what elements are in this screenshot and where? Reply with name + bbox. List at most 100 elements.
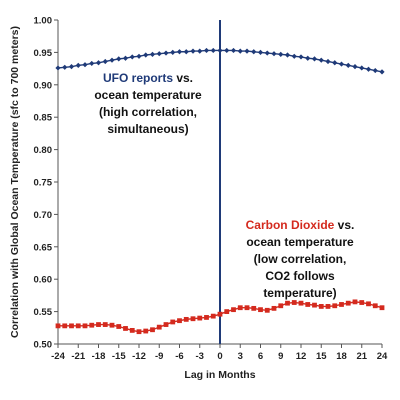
x-tick-label: -15 [112, 351, 126, 362]
data-point-co2 [298, 300, 304, 306]
data-point-ufo [284, 52, 291, 58]
data-point-co2 [345, 300, 351, 306]
annotation-line: (low correlation, [254, 252, 347, 266]
data-point-co2 [190, 316, 196, 322]
data-point-co2 [264, 307, 270, 313]
data-point-co2 [305, 302, 311, 307]
data-point-co2 [96, 322, 101, 327]
data-point-ufo [257, 49, 264, 55]
data-point-ufo [359, 65, 365, 71]
data-point-co2 [62, 323, 68, 329]
data-point-ufo [325, 58, 331, 65]
series-ufo [55, 47, 385, 75]
data-point-ufo [143, 52, 149, 58]
data-point-ufo [55, 65, 61, 71]
data-point-ufo [298, 54, 304, 60]
data-point-co2 [210, 313, 216, 319]
annotation-ufo: UFO reports vs. ocean temperature (high co… [94, 71, 202, 136]
y-tick-label: 0.50 [34, 340, 53, 351]
data-point-co2 [109, 322, 115, 328]
data-point-ufo [122, 55, 129, 61]
annotation-text: (high correlation, [99, 105, 197, 119]
annotation-text: ocean temperature [246, 235, 354, 249]
annotation-text: vs. [173, 71, 193, 85]
annotation-line: UFO reports vs. [103, 71, 193, 85]
data-point-co2 [291, 300, 297, 305]
data-point-ufo [190, 48, 196, 54]
annotation-text: UFO reports [103, 71, 173, 85]
data-point-ufo [224, 47, 230, 54]
data-point-ufo [379, 69, 385, 75]
data-point-co2 [224, 309, 230, 314]
data-point-co2 [69, 323, 74, 329]
x-tick-label: 3 [238, 351, 243, 362]
x-tick-label: 21 [356, 351, 367, 362]
data-point-co2 [339, 302, 344, 307]
series-co2 [55, 299, 385, 335]
annotation-text: simultaneous) [107, 122, 188, 136]
data-point-ufo [116, 56, 122, 62]
data-point-ufo [89, 60, 95, 67]
data-point-co2 [318, 304, 324, 309]
y-tick-label: 0.70 [34, 210, 53, 221]
data-point-ufo [311, 56, 318, 62]
annotation-line: CO2 follows [265, 269, 335, 283]
x-tick-label: 0 [217, 351, 222, 362]
x-tick-label: -18 [92, 351, 106, 362]
data-point-ufo [163, 50, 169, 56]
x-tick-label: 9 [278, 351, 283, 362]
data-point-co2 [359, 300, 365, 305]
x-tick-label: -3 [196, 351, 204, 362]
annotation-text: CO2 follows [265, 269, 335, 283]
x-tick-label: -21 [71, 351, 85, 362]
data-point-co2 [244, 305, 250, 311]
data-point-ufo [68, 64, 75, 70]
data-point-ufo [170, 49, 176, 55]
data-point-co2 [123, 326, 128, 331]
y-tick-label: 0.75 [34, 178, 53, 189]
y-tick-label: 0.55 [34, 307, 53, 318]
annotation-co2: Carbon Dioxide vs. ocean temperature (low … [246, 218, 355, 300]
annotation-text: ocean temperature [94, 88, 202, 102]
data-point-co2 [379, 305, 385, 311]
data-point-co2 [271, 305, 277, 311]
data-point-co2 [156, 324, 162, 330]
x-tick-label: -6 [175, 351, 183, 362]
data-point-co2 [116, 324, 122, 329]
data-point-ufo [197, 48, 203, 54]
data-point-ufo [345, 62, 351, 68]
data-point-co2 [278, 303, 284, 309]
data-point-ufo [102, 58, 108, 65]
data-point-co2 [352, 299, 358, 305]
data-point-ufo [338, 61, 345, 67]
data-point-ufo [244, 48, 250, 54]
data-point-ufo [332, 60, 338, 66]
data-point-ufo [176, 49, 183, 55]
data-point-ufo [183, 49, 189, 55]
data-point-ufo [251, 49, 257, 55]
x-tick-label: 15 [316, 351, 327, 362]
data-point-ufo [291, 53, 297, 59]
data-point-ufo [305, 55, 311, 61]
data-point-co2 [231, 307, 236, 313]
annotation-text: temperature) [263, 286, 336, 300]
data-point-ufo [95, 60, 102, 66]
data-point-co2 [251, 305, 257, 311]
y-axis-title: Correlation with Global Ocean Temperatur… [9, 26, 21, 338]
data-point-co2 [197, 315, 203, 321]
y-tick-label: 0.65 [34, 242, 53, 253]
y-tick-label: 0.60 [34, 275, 53, 286]
data-point-ufo [149, 51, 156, 57]
x-tick-label: 18 [336, 351, 347, 362]
annotation-text: vs. [334, 218, 354, 232]
x-tick-label: -12 [132, 351, 146, 362]
data-point-ufo [271, 51, 277, 57]
data-point-co2 [332, 303, 338, 309]
data-point-co2 [204, 315, 209, 320]
data-point-ufo [109, 57, 115, 63]
x-axis-title: Lag in Months [184, 369, 255, 381]
data-point-co2 [325, 304, 331, 309]
data-point-co2 [143, 328, 149, 334]
data-point-co2 [129, 327, 135, 333]
